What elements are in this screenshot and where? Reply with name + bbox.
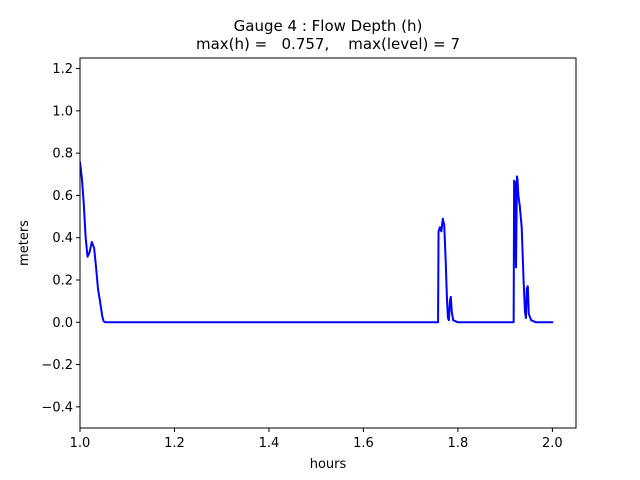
x-tick-label: 1.8 — [448, 436, 469, 451]
x-tick-label: 2.0 — [542, 436, 563, 451]
y-tick-label: −0.4 — [41, 400, 73, 415]
y-tick-label: 0.6 — [52, 189, 73, 204]
y-tick-label: 1.0 — [52, 104, 73, 119]
plot-area — [80, 161, 554, 324]
y-tick-label: −0.2 — [41, 358, 73, 373]
y-tick-label: 0.4 — [52, 231, 73, 246]
x-tick-label: 1.2 — [164, 436, 185, 451]
y-tick-label: 0.0 — [52, 316, 73, 331]
chart-title-line2: max(h) = 0.757, max(level) = 7 — [196, 35, 460, 53]
y-tick-label: 0.2 — [52, 274, 73, 289]
x-tick-label: 1.4 — [259, 436, 280, 451]
y-tick-label: 0.8 — [52, 147, 73, 162]
chart-title-line1: Gauge 4 : Flow Depth (h) — [234, 17, 423, 35]
series-line-flow-depth — [80, 161, 554, 324]
x-axis: 1.0 1.2 1.4 1.6 1.8 2.0 — [70, 428, 563, 451]
x-axis-label: hours — [310, 457, 347, 472]
y-axis: −0.4 −0.2 0.0 0.2 0.4 0.6 0.8 1.0 1.2 — [41, 62, 80, 415]
x-tick-label: 1.0 — [70, 436, 91, 451]
y-axis-label: meters — [17, 220, 32, 266]
plot-frame — [79, 57, 577, 429]
x-tick-label: 1.6 — [353, 436, 374, 451]
y-tick-label: 1.2 — [52, 62, 73, 77]
